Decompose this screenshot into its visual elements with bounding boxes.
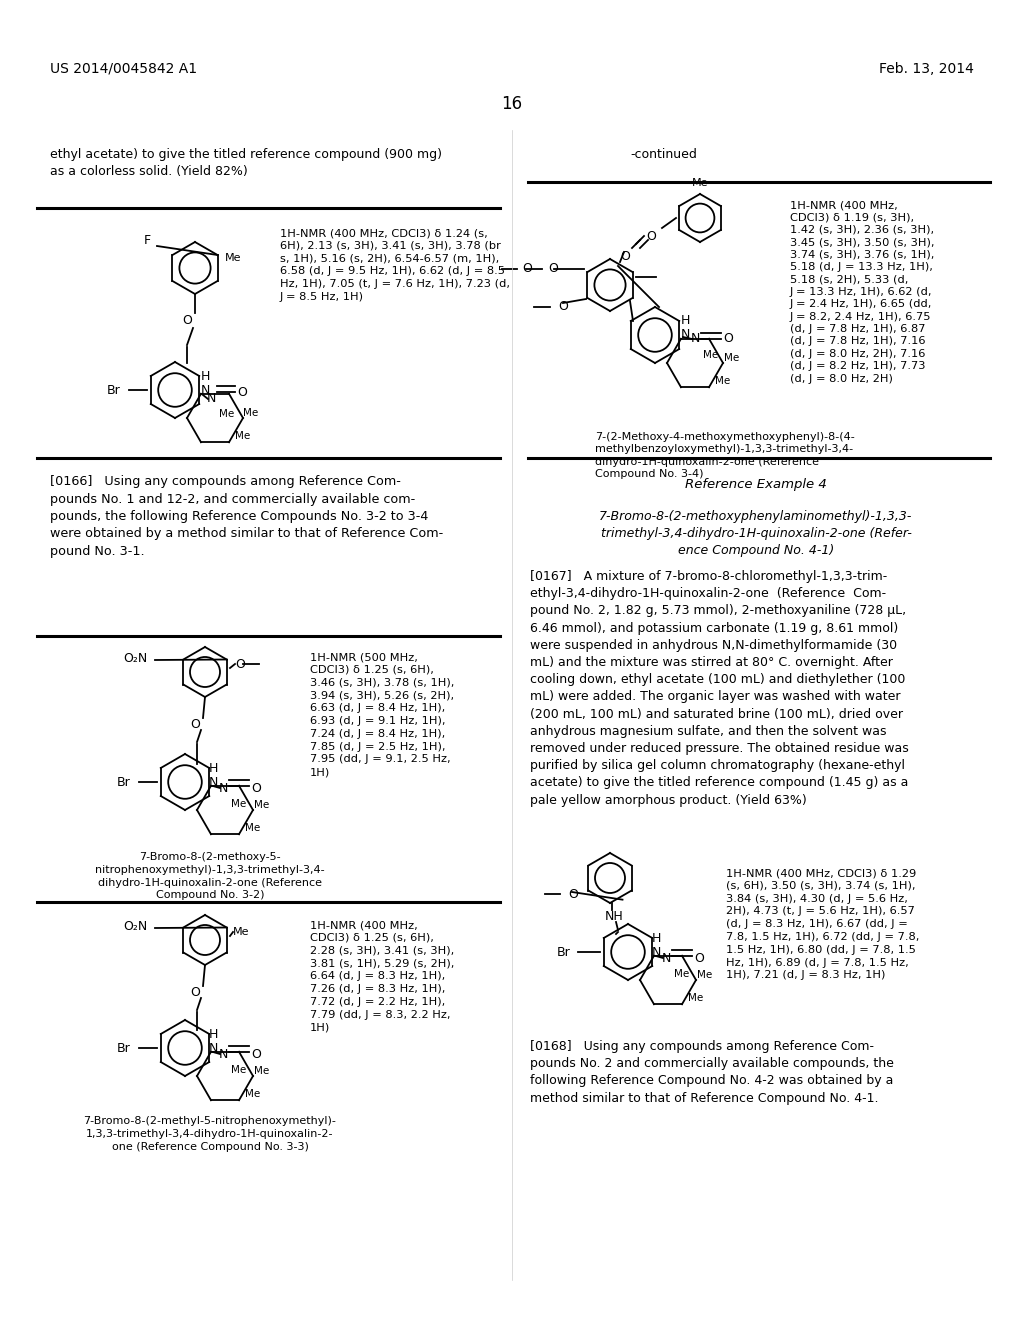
Text: O: O [646,230,656,243]
Text: O: O [568,887,578,900]
Text: Me: Me [715,376,730,385]
Text: H: H [208,762,218,775]
Text: Me: Me [243,408,258,418]
Text: Me: Me [231,1065,246,1074]
Text: H: H [651,932,660,945]
Text: N: N [680,329,690,342]
Text: Me: Me [724,352,739,363]
Text: Me: Me [703,350,718,360]
Text: Me: Me [674,969,689,979]
Text: O: O [522,263,531,276]
Text: N: N [201,384,210,396]
Text: O: O [190,718,200,730]
Text: 7-Bromo-8-(2-methyl-5-nitrophenoxymethyl)-
1,3,3-trimethyl-3,4-dihydro-1H-quinox: 7-Bromo-8-(2-methyl-5-nitrophenoxymethyl… [84,1115,337,1151]
Text: O₂N: O₂N [123,652,147,664]
Text: H: H [201,370,210,383]
Text: Me: Me [233,927,250,937]
Text: O: O [237,385,247,399]
Text: N: N [651,945,660,958]
Text: 1H-NMR (400 MHz,
CDCl3) δ 1.25 (s, 6H),
2.28 (s, 3H), 3.41 (s, 3H),
3.81 (s, 1H): 1H-NMR (400 MHz, CDCl3) δ 1.25 (s, 6H), … [310,920,455,1032]
Text: O: O [723,333,733,346]
Text: N: N [691,333,700,346]
Text: N: N [208,776,218,788]
Text: N: N [207,392,216,404]
Text: -continued: -continued [630,148,697,161]
Text: O: O [251,781,261,795]
Text: 1H-NMR (400 MHz, CDCl3) δ 1.24 (s,
6H), 2.13 (s, 3H), 3.41 (s, 3H), 3.78 (br
s, : 1H-NMR (400 MHz, CDCl3) δ 1.24 (s, 6H), … [280,228,510,302]
Text: N: N [662,952,672,965]
Text: O: O [694,952,703,965]
Text: 1H-NMR (400 MHz,
CDCl3) δ 1.19 (s, 3H),
1.42 (s, 3H), 2.36 (s, 3H),
3.45 (s, 3H): 1H-NMR (400 MHz, CDCl3) δ 1.19 (s, 3H), … [790,201,935,384]
Text: Br: Br [108,384,121,396]
Text: Me: Me [688,993,703,1003]
Text: Feb. 13, 2014: Feb. 13, 2014 [880,62,974,77]
Text: 1H-NMR (500 MHz,
CDCl3) δ 1.25 (s, 6H),
3.46 (s, 3H), 3.78 (s, 1H),
3.94 (s, 3H): 1H-NMR (500 MHz, CDCl3) δ 1.25 (s, 6H), … [310,652,455,777]
Text: Me: Me [254,800,269,810]
Text: 7-Bromo-8-(2-methoxyphenylaminomethyl)-1,3,3-
trimethyl-3,4-dihydro-1H-quinoxali: 7-Bromo-8-(2-methoxyphenylaminomethyl)-1… [599,510,912,557]
Text: H: H [680,314,690,327]
Text: Br: Br [118,776,131,788]
Text: O: O [558,301,568,314]
Text: NH: NH [604,909,624,923]
Text: [0168]   Using any compounds among Reference Com-
pounds No. 2 and commercially : [0168] Using any compounds among Referen… [530,1040,894,1105]
Text: Me: Me [225,253,242,263]
Text: 7-Bromo-8-(2-methoxy-5-
nitrophenoxymethyl)-1,3,3-trimethyl-3,4-
dihydro-1H-quin: 7-Bromo-8-(2-methoxy-5- nitrophenoxymeth… [95,851,325,900]
Text: 1H-NMR (400 MHz, CDCl3) δ 1.29
(s, 6H), 3.50 (s, 3H), 3.74 (s, 1H),
3.84 (s, 3H): 1H-NMR (400 MHz, CDCl3) δ 1.29 (s, 6H), … [726,869,920,981]
Text: US 2014/0045842 A1: US 2014/0045842 A1 [50,62,198,77]
Text: O: O [548,263,558,276]
Text: Me: Me [697,970,713,979]
Text: F: F [144,234,151,247]
Text: 7-(2-Methoxy-4-methoxymethoxyphenyl)-8-(4-
methylbenzoyloxymethyl)-1,3,3-trimeth: 7-(2-Methoxy-4-methoxymethoxyphenyl)-8-(… [595,432,855,479]
Text: N: N [219,781,228,795]
Text: Br: Br [556,945,570,958]
Text: O: O [620,249,630,263]
Text: Me: Me [219,409,234,418]
Text: 16: 16 [502,95,522,114]
Text: ethyl acetate) to give the titled reference compound (900 mg)
as a colorless sol: ethyl acetate) to give the titled refere… [50,148,442,178]
Text: Me: Me [231,799,246,809]
Text: Me: Me [234,432,250,441]
Text: Me: Me [245,1089,260,1100]
Text: Reference Example 4: Reference Example 4 [685,478,826,491]
Text: Me: Me [692,178,709,187]
Text: [0166]   Using any compounds among Reference Com-
pounds No. 1 and 12-2, and com: [0166] Using any compounds among Referen… [50,475,443,558]
Text: O: O [182,314,191,326]
Text: O₂N: O₂N [123,920,147,932]
Text: Me: Me [254,1067,269,1076]
Text: O: O [234,657,245,671]
Text: O: O [251,1048,261,1060]
Text: N: N [208,1041,218,1055]
Text: H: H [208,1027,218,1040]
Text: Me: Me [245,822,260,833]
Text: Br: Br [118,1041,131,1055]
Text: O: O [190,986,200,998]
Text: N: N [219,1048,228,1060]
Text: [0167]   A mixture of 7-bromo-8-chloromethyl-1,3,3-trim-
ethyl-3,4-dihydro-1H-qu: [0167] A mixture of 7-bromo-8-chlorometh… [530,570,908,807]
